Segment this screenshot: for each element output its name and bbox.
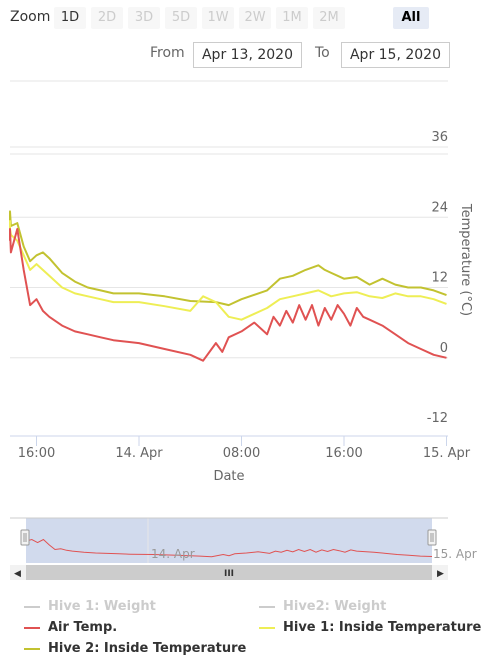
main-chart: 36 24 12 0 -12 Temperature (°C) 16:00 14. Apr…: [9, 80, 473, 484]
navigator-left-handle[interactable]: [20, 529, 30, 546]
x-axis-label: Date: [213, 469, 244, 484]
scrollbar-left-arrow[interactable]: ◀: [14, 569, 21, 579]
x-tick-label: 14. Apr: [115, 446, 163, 461]
scrollbar-thumb[interactable]: [26, 565, 432, 580]
zoom-button-2d[interactable]: 2D: [91, 7, 123, 29]
legend-item-hive2-weight[interactable]: Hive2: Weight: [259, 598, 386, 616]
zoom-button-3d[interactable]: 3D: [128, 7, 160, 29]
legend-swatch: [24, 605, 40, 608]
zoom-label: Zoom: [10, 9, 51, 25]
series-line-hive-2-inside-temperature[interactable]: [9, 210, 447, 307]
navigator-right-handle[interactable]: [427, 529, 437, 546]
x-tick-label: 16:00: [18, 446, 55, 461]
to-label: To: [315, 45, 330, 61]
plot-series: [9, 210, 447, 362]
series-line-hive-1-inside-temperature[interactable]: [9, 220, 447, 321]
legend-label: Hive2: Weight: [283, 599, 387, 614]
y-tick-label: 0: [440, 341, 448, 356]
legend-item-hive-2-inside-temperature[interactable]: Hive 2: Inside Temperature: [24, 640, 246, 658]
zoom-button-all[interactable]: All: [393, 7, 429, 29]
from-label: From: [150, 45, 185, 61]
zoom-button-1w[interactable]: 1W: [202, 7, 234, 29]
zoom-button-1m[interactable]: 1M: [276, 7, 308, 29]
y-axis-ticks: 36 24 12 0 -12: [427, 130, 448, 426]
y-axis-label: Temperature (°C): [458, 203, 473, 316]
navigator-tick-label: 15. Apr: [433, 547, 477, 561]
y-tick-label: 36: [431, 130, 448, 145]
zoom-button-5d[interactable]: 5D: [165, 7, 197, 29]
legend-swatch: [24, 626, 40, 629]
x-tick-label: 15. Apr: [423, 446, 471, 461]
to-date-input[interactable]: Apr 15, 2020: [341, 42, 450, 68]
y-tick-label: 12: [431, 271, 448, 286]
scrollbar-grip: III: [224, 569, 234, 579]
legend-label: Hive 1: Inside Temperature: [283, 620, 481, 635]
grid-lines: [10, 146, 448, 359]
legend-item-air-temp[interactable]: Air Temp.: [24, 619, 117, 637]
legend-item-hive-1-weight[interactable]: Hive 1: Weight: [24, 598, 156, 616]
legend-label: Hive 2: Inside Temperature: [48, 641, 247, 656]
legend-label: Hive 1: Weight: [48, 599, 156, 614]
scrollbar-right-arrow[interactable]: ▶: [437, 569, 444, 579]
legend-item-hive-1-inside-temperature[interactable]: Hive 1: Inside Temperature: [259, 619, 481, 637]
zoom-button-2m[interactable]: 2M: [313, 7, 345, 29]
navigator-tick-label: 14. Apr: [151, 547, 195, 561]
from-date-input[interactable]: Apr 13, 2020: [193, 42, 302, 68]
legend-label: Air Temp.: [48, 620, 118, 635]
navigator-series-air-temp: [25, 538, 433, 558]
x-tick-label: 16:00: [325, 446, 362, 461]
legend-swatch: [24, 647, 40, 650]
zoom-button-2w[interactable]: 2W: [239, 7, 271, 29]
legend-swatch: [259, 626, 275, 629]
x-axis-ticks: 16:00 14. Apr 08:00 16:00 15. Apr: [18, 436, 471, 461]
y-tick-label: 24: [431, 200, 448, 215]
zoom-button-1d[interactable]: 1D: [54, 7, 86, 29]
y-tick-label: -12: [427, 411, 448, 426]
navigator[interactable]: 14. Apr 15. Apr III ◀ ▶: [0, 510, 481, 585]
legend-swatch: [259, 605, 275, 608]
navigator-selected-range[interactable]: [26, 518, 432, 563]
series-line-air-temp[interactable]: [9, 228, 447, 362]
x-tick-label: 08:00: [223, 446, 260, 461]
